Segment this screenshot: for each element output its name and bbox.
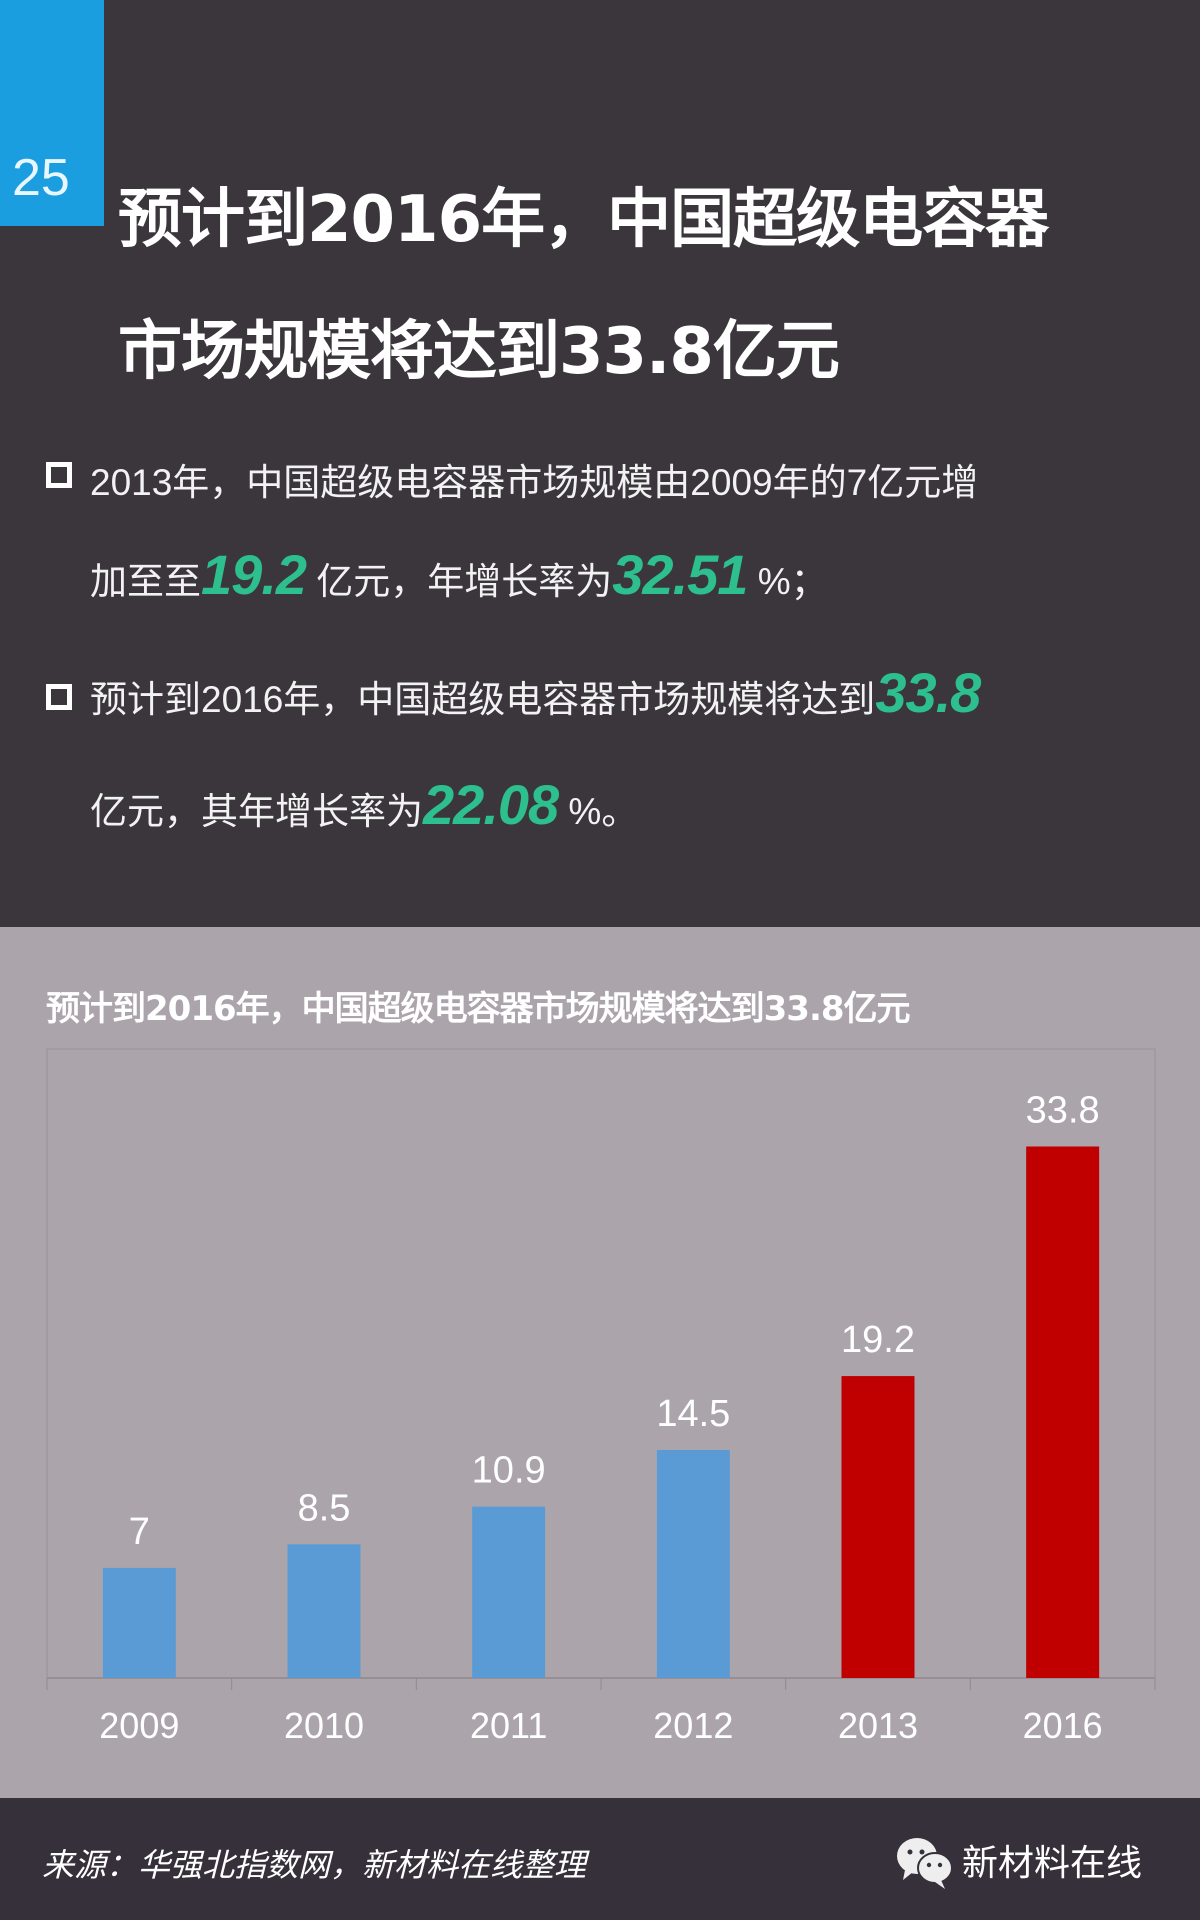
headline-line1: 预计到2016年，中国超级电容器 <box>118 183 1049 257</box>
bar-2013 <box>841 1376 915 1678</box>
wechat-icon <box>897 1838 953 1889</box>
highlight-value: 19.2 <box>201 543 307 606</box>
data-label: 8.5 <box>298 1487 351 1529</box>
plot-area <box>46 1048 1156 1679</box>
text: 亿元，其年增长率为 <box>90 791 423 832</box>
text: %。 <box>558 791 639 832</box>
bullet-square-icon <box>46 684 72 710</box>
header-section: 25 预计到2016年，中国超级电容器 市场规模将达到33.8亿元 2013年，… <box>0 0 1200 927</box>
data-label: 7 <box>129 1511 150 1553</box>
x-tick-label: 2009 <box>99 1705 179 1746</box>
bar-2011 <box>472 1506 546 1678</box>
bullet1-line1: 2013年，中国超级电容器市场规模由2009年的7亿元增 <box>90 462 979 503</box>
bar-2012 <box>656 1449 730 1678</box>
text: 预计到2016年，中国超级电容器市场规模将达到 <box>90 679 876 720</box>
bar-chart: 7 2009 8.5 2010 10.9 2011 14.5 2012 19.2 2013 33.8… <box>46 1048 1156 1746</box>
bullet1-line2: 加至至19.2 亿元，年增长率为32.51 %； <box>90 542 828 607</box>
bullet-square-icon <box>46 462 72 488</box>
x-tick-label: 2013 <box>838 1705 918 1746</box>
data-label: 14.5 <box>656 1393 730 1435</box>
highlight-value: 33.8 <box>875 661 981 724</box>
data-label: 19.2 <box>841 1319 915 1361</box>
x-tick-label: 2012 <box>653 1705 733 1746</box>
text: 加至至 <box>90 561 201 602</box>
source-note: 来源：华强北指数网，新材料在线整理 <box>42 1847 587 1883</box>
data-label: 33.8 <box>1026 1089 1100 1131</box>
highlight-value: 32.51 <box>612 543 748 606</box>
x-tick-label: 2010 <box>284 1705 364 1746</box>
text: 亿元，年增长率为 <box>306 561 613 602</box>
bar-2009 <box>102 1567 176 1678</box>
bullet2-line2: 亿元，其年增长率为22.08 %。 <box>90 772 638 837</box>
footer: 来源：华强北指数网，新材料在线整理 新材料在线 <box>0 1798 1200 1920</box>
chart-title: 预计到2016年，中国超级电容器市场规模将达到33.8亿元 <box>46 989 911 1029</box>
data-label: 10.9 <box>472 1450 546 1492</box>
chart-section: 预计到2016年，中国超级电容器市场规模将达到33.8亿元 7 2009 8.5 20… <box>0 927 1200 1798</box>
text: %； <box>747 561 828 602</box>
brand-name: 新材料在线 <box>962 1842 1143 1883</box>
x-tick-label: 2011 <box>470 1705 547 1746</box>
x-tick-label: 2016 <box>1023 1705 1103 1746</box>
bullet2-line1: 预计到2016年，中国超级电容器市场规模将达到33.8 <box>90 660 981 725</box>
highlight-value: 22.08 <box>423 773 559 836</box>
bar-2016 <box>1026 1146 1100 1678</box>
slide-number: 25 <box>12 149 70 207</box>
slide-number-badge: 25 <box>0 0 104 226</box>
headline-line2: 市场规模将达到33.8亿元 <box>118 315 840 389</box>
bar-2010 <box>287 1544 361 1678</box>
